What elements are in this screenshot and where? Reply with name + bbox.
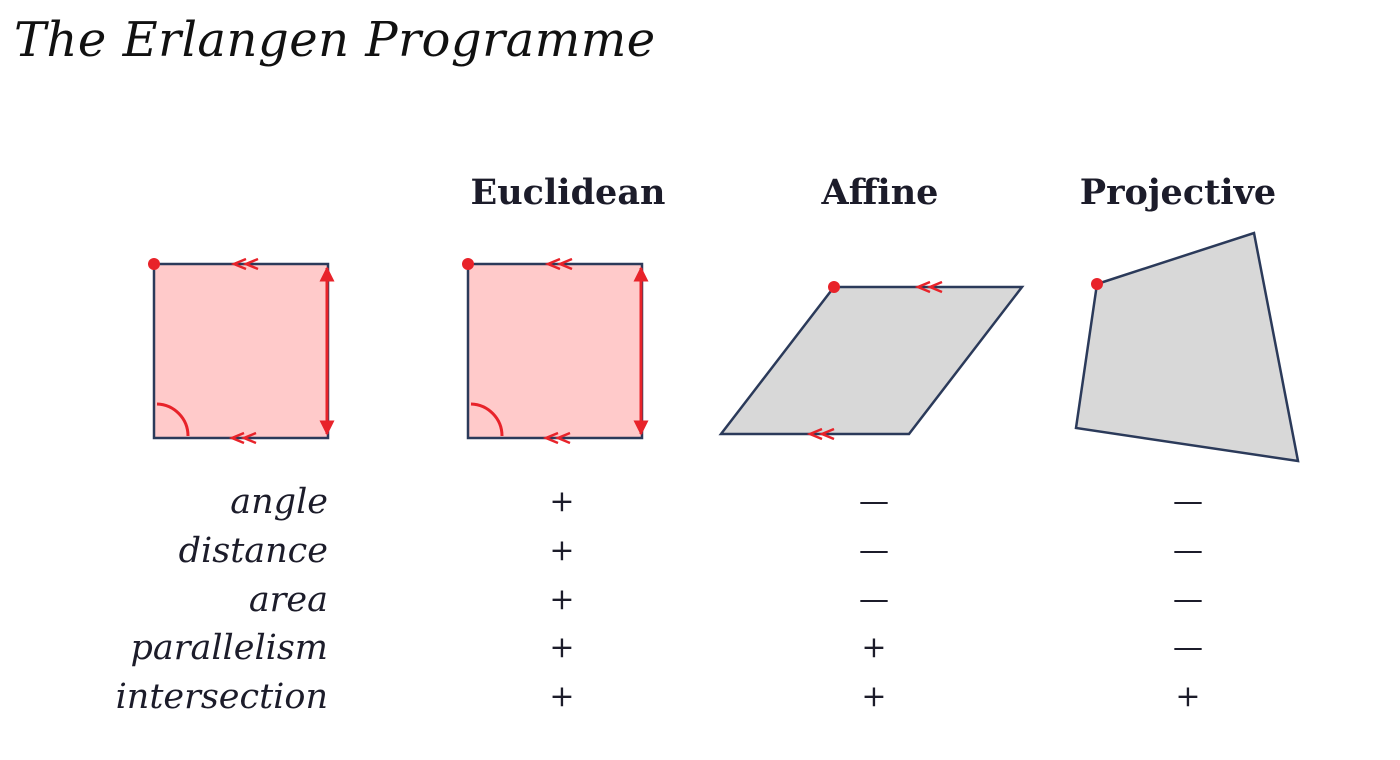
page-title: The Erlangen Programme [14,12,656,68]
mark-area-projective: — [1173,582,1203,617]
mark-parallelism-euclidean: + [549,630,575,665]
column-heading-affine: Affine [821,172,939,213]
euclidean-square [462,257,649,445]
affine-parallelogram [718,280,1025,441]
property-label-angle: angle [230,482,328,522]
property-label-intersection: intersection [115,677,328,717]
property-label-parallelism: parallelism [130,628,328,668]
right-angle-arc [156,402,190,437]
mark-distance-affine: — [859,533,889,568]
parallel-marks-bottom [806,427,835,441]
property-label-distance: distance [178,531,328,571]
right-angle-arc [470,402,504,437]
vertex-dot [1091,278,1103,290]
mark-angle-euclidean: + [549,484,575,519]
mark-parallelism-projective: — [1173,630,1203,665]
mark-intersection-affine: + [861,679,887,714]
parallel-marks-top [230,257,259,271]
mark-distance-projective: — [1173,533,1203,568]
vertex-dot [828,281,840,293]
mark-angle-projective: — [1173,484,1203,519]
parallel-marks-bottom [542,431,571,445]
property-label-area: area [248,580,328,620]
parallel-marks-top [544,257,573,271]
reference-square [148,257,335,445]
column-heading-euclidean: Euclidean [470,172,666,213]
vertex-dot [462,258,474,270]
column-heading-projective: Projective [1079,172,1277,213]
mark-area-euclidean: + [549,582,575,617]
mark-area-affine: — [859,582,889,617]
parallel-marks-bottom [228,431,257,445]
mark-angle-affine: — [859,484,889,519]
projective-quadrilateral [1074,231,1300,463]
mark-intersection-euclidean: + [549,679,575,714]
mark-distance-euclidean: + [549,533,575,568]
parallel-marks-top [914,280,943,294]
vertex-dot [148,258,160,270]
mark-parallelism-affine: + [861,630,887,665]
mark-intersection-projective: + [1175,679,1201,714]
